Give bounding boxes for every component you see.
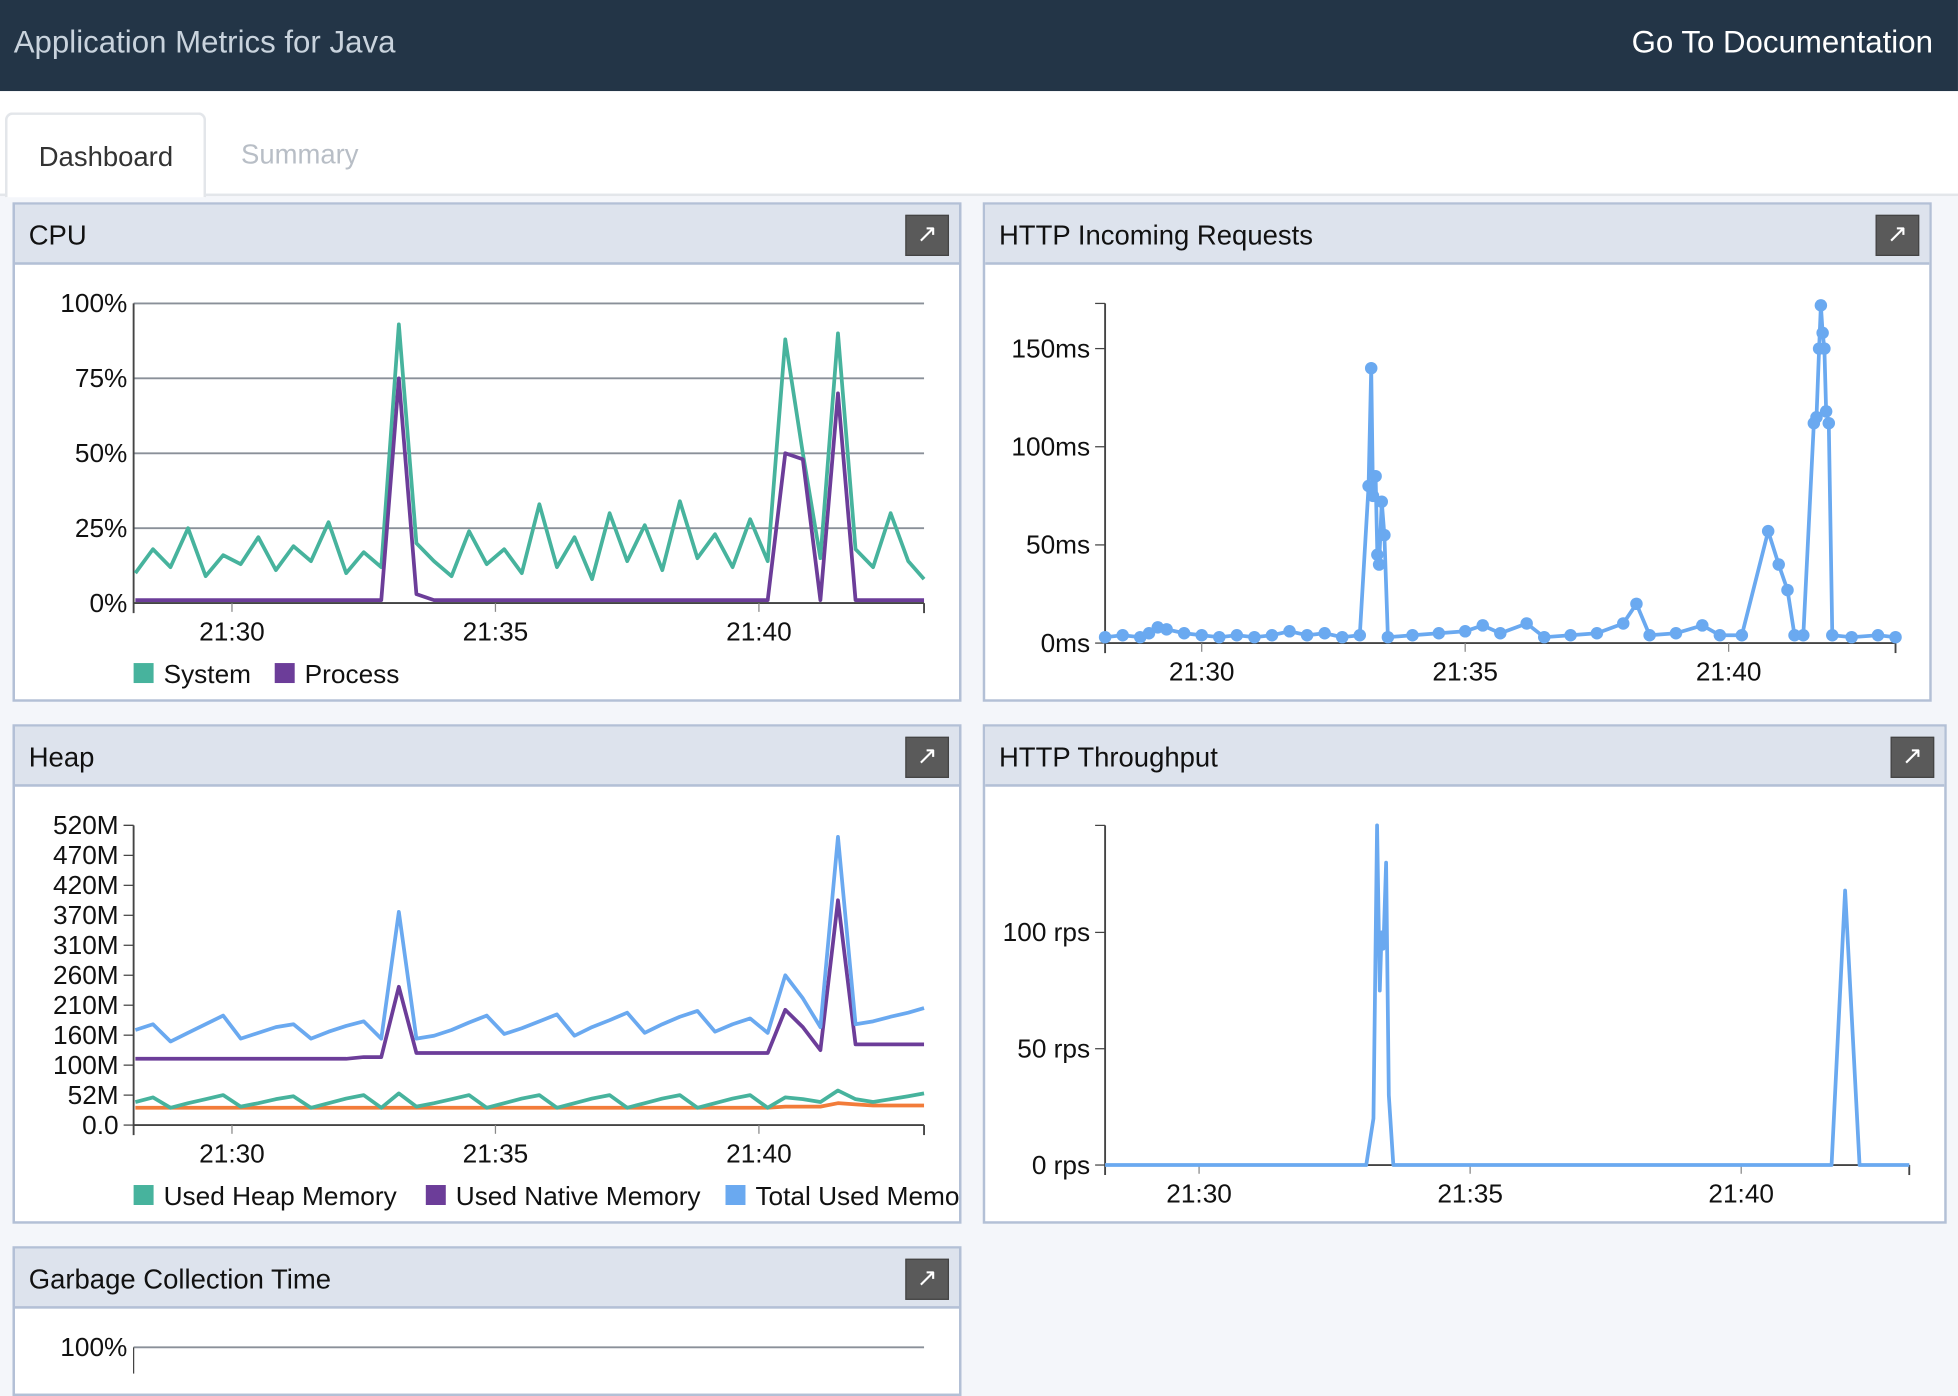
expand-arrow-icon[interactable]: ↗ — [1875, 214, 1920, 256]
tab-dashboard[interactable]: Dashboard — [4, 112, 207, 198]
top-header: Application Metrics for Java Go To Docum… — [0, 0, 1958, 92]
panel-header: Garbage Collection Time ↗ — [14, 1248, 960, 1309]
cpu-panel: CPU ↗ — [12, 202, 962, 702]
http-incoming-panel: HTTP Incoming Requests ↗ — [982, 202, 1932, 702]
panel-title: CPU — [28, 219, 87, 251]
panel-title: HTTP Incoming Requests — [998, 219, 1313, 251]
expand-arrow-icon[interactable]: ↗ — [905, 214, 950, 256]
expand-arrow-icon[interactable]: ↗ — [905, 736, 950, 778]
panel-header: Heap ↗ — [14, 726, 960, 787]
gc-panel: Garbage Collection Time ↗ — [12, 1246, 962, 1396]
expand-arrow-icon[interactable]: ↗ — [1890, 736, 1935, 778]
panel-header: CPU ↗ — [14, 204, 960, 265]
panel-title: HTTP Throughput — [998, 741, 1218, 773]
tab-summary[interactable]: Summary — [240, 138, 359, 170]
go-to-documentation-link[interactable]: Go To Documentation — [1631, 24, 1933, 60]
panel-header: HTTP Incoming Requests ↗ — [985, 204, 1930, 265]
tab-bar: Dashboard Summary — [0, 91, 1958, 198]
panel-header: HTTP Throughput ↗ — [985, 726, 1945, 787]
app-title: Application Metrics for Java — [13, 24, 396, 60]
panel-title: Heap — [28, 741, 95, 773]
expand-arrow-icon[interactable]: ↗ — [905, 1258, 950, 1300]
http-throughput-panel: HTTP Throughput ↗ — [982, 724, 1947, 1224]
panel-title: Garbage Collection Time — [28, 1263, 332, 1295]
heap-panel: Heap ↗ — [12, 724, 962, 1224]
